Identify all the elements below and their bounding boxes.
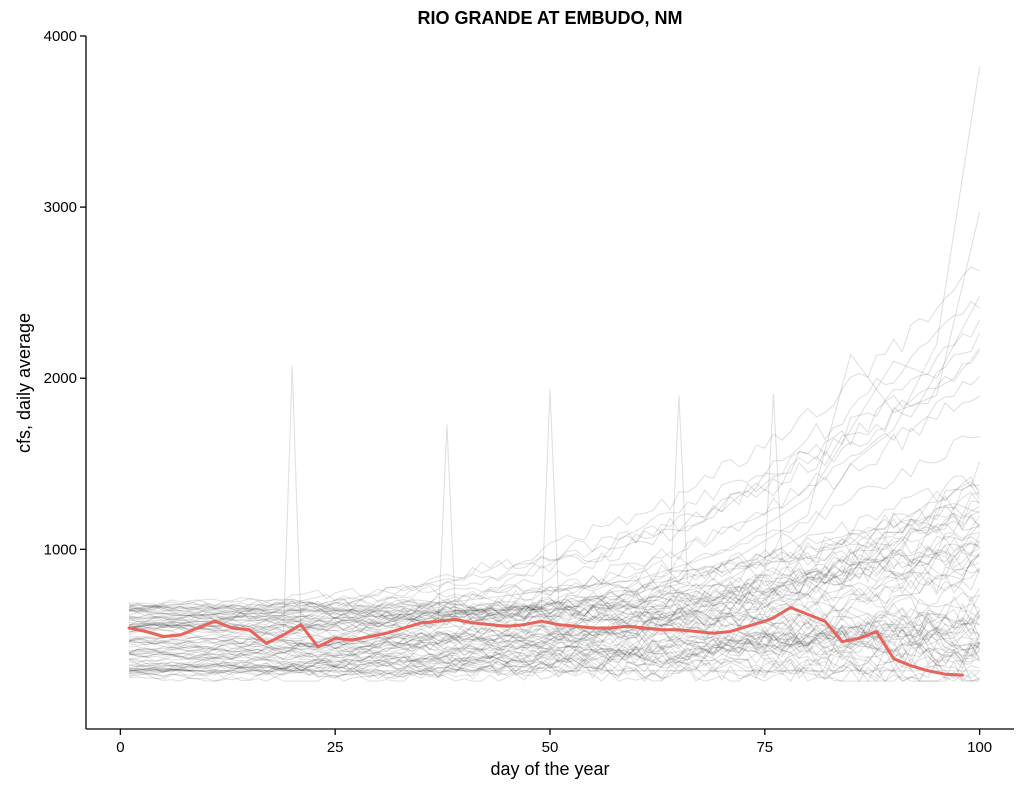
historical-year-line <box>128 481 980 660</box>
y-axis-label: cfs, daily average <box>14 313 34 453</box>
current-year-line <box>127 606 964 677</box>
historical-year-line <box>128 524 980 635</box>
historical-year-line <box>540 388 560 611</box>
historical-year-line <box>128 395 980 631</box>
historical-year-line <box>128 435 980 633</box>
historical-year-line <box>128 347 981 615</box>
historical-year-line <box>128 617 980 675</box>
historical-year-line <box>128 505 980 678</box>
historical-year-line <box>283 366 302 632</box>
historical-series-group <box>128 66 981 683</box>
axis-ticks: 1000 2000 3000 4000 0 25 50 75 100 <box>44 28 993 756</box>
historical-year-line <box>128 627 980 668</box>
y-tick-label: 2000 <box>44 370 77 387</box>
historical-year-line <box>128 633 981 666</box>
historical-year-line <box>128 544 981 628</box>
y-tick-label: 4000 <box>44 28 77 45</box>
historical-year-line <box>128 653 980 683</box>
historical-year-line <box>128 640 980 682</box>
historical-year-line <box>128 537 981 650</box>
historical-year-line <box>128 620 981 660</box>
x-axis-label: day of the year <box>490 759 609 779</box>
historical-year-line <box>128 540 980 630</box>
historical-year-line <box>764 393 783 567</box>
historical-year-line <box>128 662 980 682</box>
historical-year-line <box>128 660 980 683</box>
historical-year-line <box>129 66 981 612</box>
historical-year-line <box>128 601 980 641</box>
historical-year-line <box>128 608 980 678</box>
current-series-group <box>127 606 964 677</box>
historical-year-line <box>128 484 980 636</box>
historical-year-line <box>128 500 980 630</box>
historical-year-line <box>128 602 981 675</box>
historical-year-line <box>128 376 980 638</box>
historical-year-line <box>128 300 980 613</box>
historical-year-line <box>128 319 981 632</box>
historical-year-line <box>128 583 981 620</box>
historical-year-line <box>128 295 981 619</box>
historical-year-line <box>128 515 981 614</box>
historical-year-line <box>128 531 980 645</box>
historical-year-line <box>128 523 981 624</box>
historical-year-line <box>128 535 980 677</box>
historical-year-line <box>128 644 980 670</box>
historical-year-line <box>128 643 981 682</box>
historical-year-line <box>128 548 980 624</box>
x-tick-label: 75 <box>756 739 773 756</box>
historical-year-line <box>128 599 980 651</box>
historical-year-line <box>128 491 981 658</box>
historical-year-line <box>128 645 980 682</box>
x-tick-label: 50 <box>542 739 559 756</box>
historical-year-line <box>128 607 981 646</box>
historical-year-line <box>128 599 980 632</box>
historical-year-line <box>128 484 981 635</box>
historical-year-line <box>669 395 689 593</box>
historical-year-line <box>128 633 981 657</box>
historical-year-line <box>128 609 980 680</box>
historical-year-line <box>128 657 980 682</box>
x-tick-label: 100 <box>967 739 992 756</box>
historical-year-line <box>128 559 981 628</box>
historical-year-line <box>128 615 981 665</box>
x-tick-label: 25 <box>327 739 344 756</box>
historical-year-line <box>128 617 980 667</box>
historical-year-line <box>128 619 980 658</box>
historical-year-line <box>128 502 980 612</box>
historical-year-line <box>128 350 981 608</box>
historical-year-line <box>128 491 980 675</box>
historical-year-line <box>437 424 457 625</box>
y-tick-label: 1000 <box>44 541 77 558</box>
historical-year-line <box>128 510 980 672</box>
historical-year-line <box>128 596 981 624</box>
historical-year-line <box>128 555 980 626</box>
historical-year-line <box>128 476 981 633</box>
x-tick-label: 0 <box>116 739 124 756</box>
chart-title: RIO GRANDE AT EMBUDO, NM <box>418 8 683 28</box>
historical-year-line <box>128 566 980 660</box>
historical-year-line <box>128 266 980 610</box>
historical-year-line <box>128 627 980 659</box>
historical-year-line <box>128 511 981 622</box>
historical-year-line <box>129 533 981 656</box>
historical-year-line <box>128 461 981 623</box>
y-tick-label: 3000 <box>44 199 77 216</box>
historical-year-line <box>128 212 981 626</box>
historical-year-line <box>128 535 980 636</box>
historical-year-line <box>128 514 980 654</box>
historical-year-line <box>128 603 980 680</box>
historical-year-line <box>128 656 980 683</box>
historical-year-line <box>128 568 981 612</box>
historical-year-line <box>128 592 980 672</box>
historical-year-line <box>128 554 980 664</box>
historical-year-line <box>128 642 980 674</box>
historical-year-line <box>128 332 981 610</box>
historical-year-line <box>128 567 981 671</box>
historical-year-line <box>128 609 981 647</box>
historical-year-line <box>128 553 980 654</box>
